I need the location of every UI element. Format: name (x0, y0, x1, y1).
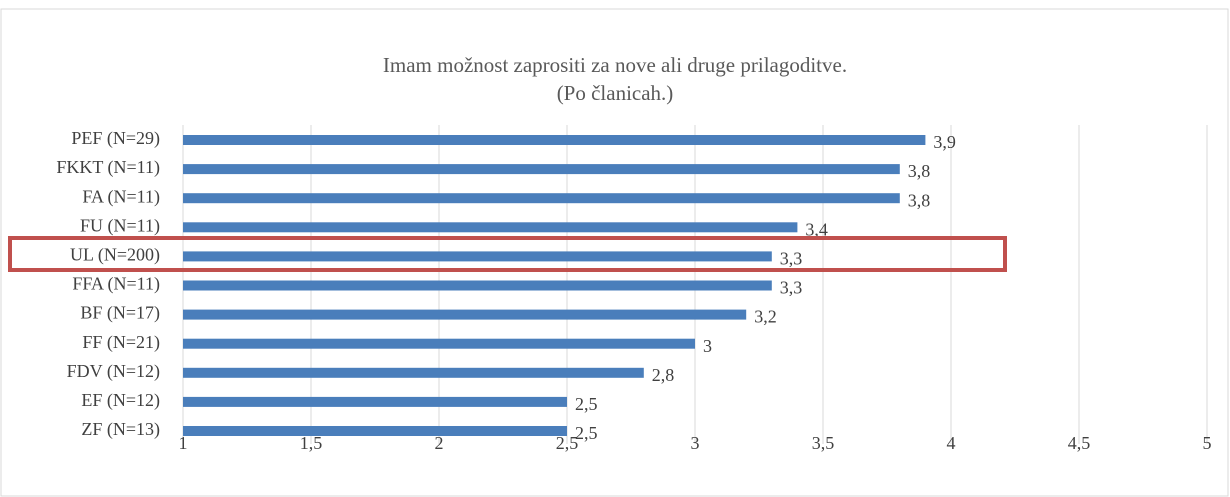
y-tick-label: EF (N=12) (81, 390, 160, 411)
bar (183, 367, 644, 378)
x-tick-label: 2 (435, 433, 444, 453)
y-tick-label: ZF (N=13) (81, 419, 160, 440)
x-tick-label: 1,5 (300, 433, 323, 453)
x-tick-label: 2,5 (556, 433, 579, 453)
y-tick-label: FA (N=11) (82, 186, 160, 207)
y-tick-label: FF (N=21) (82, 332, 160, 353)
value-label: 3 (703, 336, 712, 356)
bar (183, 164, 900, 175)
chart-subtitle: (Po članicah.) (557, 81, 674, 105)
y-tick-label: FDV (N=12) (67, 361, 160, 382)
bar (183, 193, 900, 204)
y-tick-label: BF (N=17) (80, 303, 160, 324)
bar (183, 426, 567, 436)
y-tick-label: PEF (N=29) (71, 128, 160, 149)
value-label: 2,5 (575, 394, 598, 414)
value-label: 2,8 (652, 365, 675, 385)
value-label: 3,2 (754, 307, 777, 327)
value-label: 2,5 (575, 423, 598, 443)
bar (183, 135, 926, 145)
value-label: 3,3 (780, 249, 803, 269)
x-tick-label: 5 (1203, 433, 1212, 453)
x-tick-label: 4 (947, 433, 956, 453)
bar (183, 222, 798, 233)
bar (183, 338, 695, 349)
x-tick-label: 3,5 (812, 433, 835, 453)
value-label: 3,8 (908, 190, 931, 210)
chart-title: Imam možnost zaprositi za nove ali druge… (383, 53, 847, 77)
value-label: 3,3 (780, 278, 803, 298)
y-tick-label: UL (N=200) (70, 245, 160, 266)
highlight-box (8, 236, 1007, 272)
y-tick-label: FFA (N=11) (72, 274, 160, 295)
y-tick-label: FKKT (N=11) (56, 157, 160, 178)
value-label: 3,8 (908, 161, 931, 181)
x-tick-label: 3 (691, 433, 700, 453)
y-tick-label: FU (N=11) (80, 215, 160, 236)
bar (183, 251, 772, 262)
value-label: 3,9 (933, 132, 956, 152)
bar (183, 280, 772, 291)
value-label: 3,4 (805, 219, 828, 239)
bar (183, 396, 567, 407)
bar (183, 309, 747, 320)
x-tick-label: 4,5 (1068, 433, 1091, 453)
x-tick-label: 1 (179, 433, 188, 453)
